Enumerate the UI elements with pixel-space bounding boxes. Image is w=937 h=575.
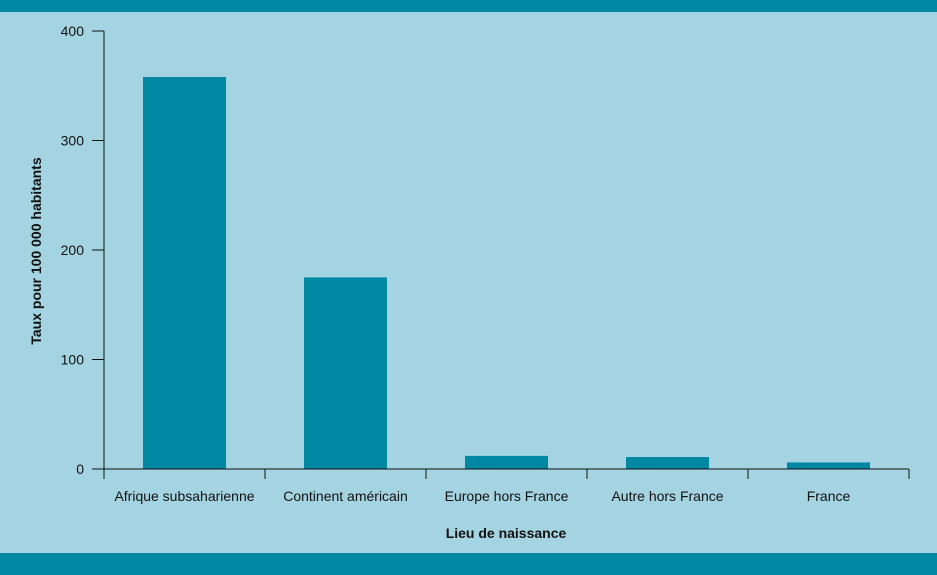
bars-group — [143, 77, 870, 469]
bar-2 — [304, 277, 387, 469]
footer-band — [0, 553, 937, 575]
y-tick-label-400: 400 — [61, 23, 85, 39]
x-axis-title: Lieu de naissance — [446, 525, 567, 541]
bar-3 — [465, 455, 548, 469]
axes-group: 0 100 200 300 400 Afrique subsaharienne Contin… — [61, 23, 910, 504]
bar-5 — [787, 462, 870, 469]
x-tick-label-2: Continent américain — [283, 488, 408, 504]
x-tick-label-5: France — [807, 488, 851, 504]
y-tick-label-300: 300 — [61, 133, 85, 149]
x-tick-label-1: Afrique subsaharienne — [114, 488, 254, 504]
bar-1 — [143, 77, 226, 469]
x-tick-label-3: Europe hors France — [445, 488, 569, 504]
bar-4 — [626, 457, 709, 469]
y-tick-label-200: 200 — [61, 242, 85, 258]
y-tick-label-0: 0 — [76, 461, 84, 477]
y-tick-label-100: 100 — [61, 352, 85, 368]
x-tick-label-4: Autre hors France — [611, 488, 723, 504]
header-band — [0, 0, 937, 12]
y-axis-title: Taux pour 100 000 habitants — [28, 157, 44, 344]
